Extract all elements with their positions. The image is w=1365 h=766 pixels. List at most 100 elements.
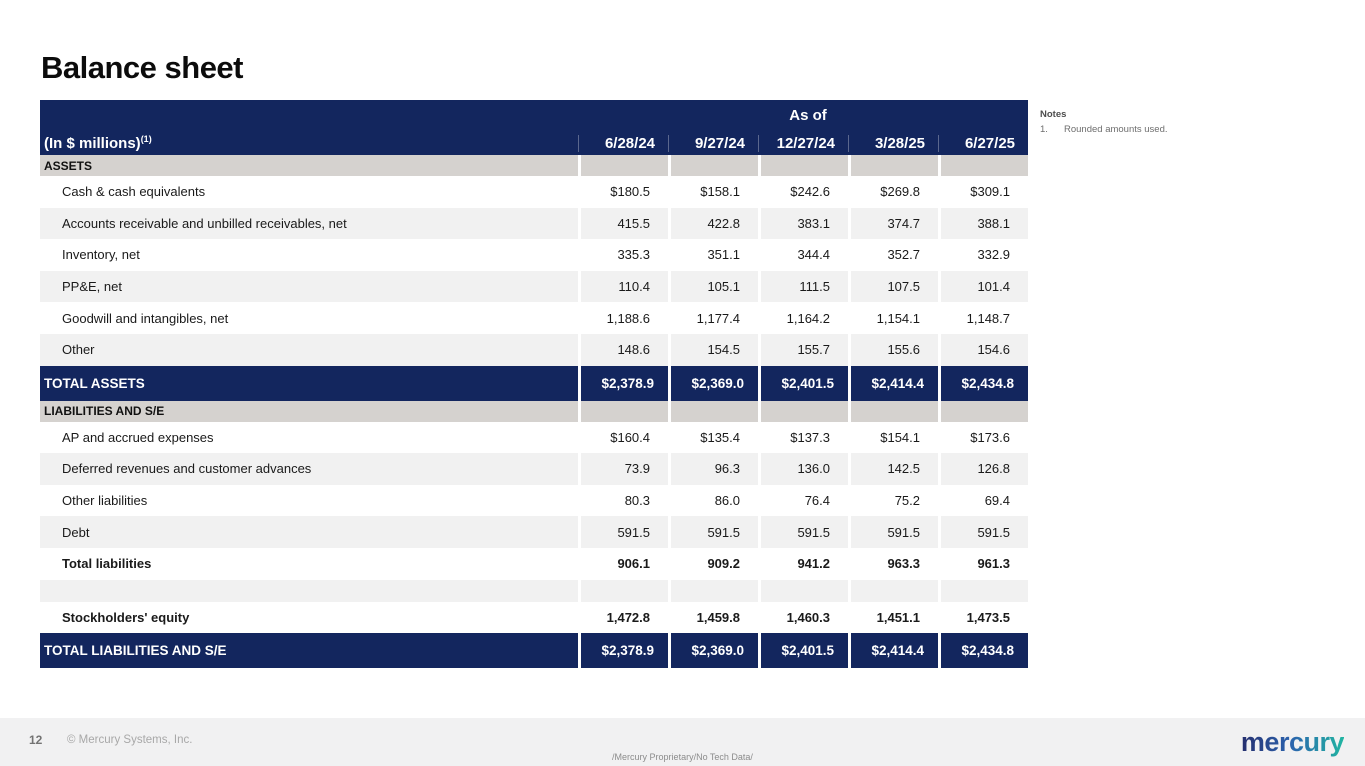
note-item: 1. Rounded amounts used.: [1040, 124, 1340, 135]
cell-value: $2,401.5: [758, 633, 848, 669]
cell-value: $137.3: [758, 421, 848, 454]
table-header: As of (In $ millions)(1) 6/28/24 9/27/24…: [40, 100, 1028, 155]
cell-value: [578, 400, 668, 422]
classification-text: /Mercury Proprietary/No Tech Data/: [612, 752, 753, 762]
cell-value: 80.3: [578, 484, 668, 517]
table-row: Accounts receivable and unbilled receiva…: [40, 207, 1028, 240]
cell-value: 155.6: [848, 333, 938, 366]
section-header-row: ASSETS: [40, 155, 1028, 176]
cell-value: [938, 155, 1028, 176]
row-label: Other liabilities: [62, 493, 148, 509]
note-number: 1.: [1040, 124, 1048, 135]
column-header-date: 6/27/25: [938, 135, 1028, 152]
cell-value: [578, 579, 668, 602]
table-row: Stockholders' equity 1,472.8 1,459.8 1,460.…: [40, 601, 1028, 634]
cell-value: 136.0: [758, 453, 848, 485]
cell-value: [668, 579, 758, 602]
cell-value: 107.5: [848, 270, 938, 303]
cell-value: 142.5: [848, 453, 938, 485]
cell-value: 963.3: [848, 547, 938, 580]
cell-value: 76.4: [758, 484, 848, 517]
cell-value: 335.3: [578, 239, 668, 271]
section-header-row: LIABILITIES AND S/E: [40, 400, 1028, 422]
cell-value: 591.5: [848, 516, 938, 548]
table-body: ASSETS Cash & cash equivalents $180.5 $158.…: [40, 155, 1028, 669]
cell-value: 110.4: [578, 270, 668, 303]
cell-value: 1,177.4: [668, 302, 758, 334]
row-label: Deferred revenues and customer advances: [40, 453, 578, 485]
cell-value: [848, 155, 938, 176]
cell-value: $2,434.8: [938, 633, 1028, 669]
table-row: Other 148.6 154.5 155.7 155.6 154.6: [40, 333, 1028, 366]
copyright-text: © Mercury Systems, Inc.: [67, 734, 193, 746]
cell-value: 101.4: [938, 270, 1028, 303]
cell-value: $2,414.4: [848, 365, 938, 401]
cell-value: [848, 579, 938, 602]
cell-value: 1,473.5: [938, 601, 1028, 634]
row-label: PP&E, net: [40, 270, 578, 303]
units-text: (In $ millions): [44, 135, 141, 152]
cell-value: 126.8: [938, 453, 1028, 485]
cell-value: 591.5: [938, 516, 1028, 548]
note-text: Rounded amounts used.: [1064, 124, 1168, 135]
column-header-date: 6/28/24: [578, 135, 668, 152]
cell-value: [938, 400, 1028, 422]
cell-value: 69.4: [938, 484, 1028, 517]
cell-value: $269.8: [848, 176, 938, 208]
cell-value: [758, 400, 848, 422]
notes-title: Notes: [1040, 109, 1067, 120]
cell-value: 332.9: [938, 239, 1028, 271]
cell-value: 111.5: [758, 270, 848, 303]
row-label: Inventory, net: [62, 247, 140, 263]
balance-sheet-table: As of (In $ millions)(1) 6/28/24 9/27/24…: [40, 100, 1028, 669]
cell-value: 86.0: [668, 484, 758, 517]
cell-value: [578, 155, 668, 176]
cell-value: 591.5: [578, 516, 668, 548]
table-header-row: (In $ millions)(1) 6/28/24 9/27/24 12/27…: [40, 134, 1028, 152]
cell-value: 1,188.6: [578, 302, 668, 334]
cell-value: 105.1: [668, 270, 758, 303]
cell-value: $2,369.0: [668, 365, 758, 401]
row-label: Other: [40, 333, 578, 366]
cell-value: 1,460.3: [758, 601, 848, 634]
table-row: Other liabilities 80.3 86.0 76.4 75.2 69.4: [40, 484, 1028, 517]
table-row: PP&E, net 110.4 105.1 111.5 107.5 101.4: [40, 270, 1028, 303]
cell-value: [668, 155, 758, 176]
cell-value: [848, 400, 938, 422]
cell-value: [758, 155, 848, 176]
cell-value: 941.2: [758, 547, 848, 580]
column-header-date: 12/27/24: [758, 135, 848, 152]
cell-value: 909.2: [668, 547, 758, 580]
row-label: TOTAL ASSETS: [40, 365, 578, 401]
cell-value: $2,434.8: [938, 365, 1028, 401]
cell-value: $2,378.9: [578, 365, 668, 401]
row-label: Accounts receivable and unbilled receiva…: [40, 207, 578, 240]
cell-value: $160.4: [578, 421, 668, 454]
cell-value: 1,164.2: [758, 302, 848, 334]
table-row: Cash & cash equivalents $180.5 $158.1 $242.…: [40, 176, 1028, 208]
cell-value: 344.4: [758, 239, 848, 271]
cell-value: 1,154.1: [848, 302, 938, 334]
cell-value: 1,451.1: [848, 601, 938, 634]
cell-value: $2,378.9: [578, 633, 668, 669]
page-number: 12: [29, 733, 43, 747]
cell-value: 1,472.8: [578, 601, 668, 634]
column-header-date: 9/27/24: [668, 135, 758, 152]
notes: Notes 1. Rounded amounts used.: [1040, 109, 1340, 135]
slide-footer: 12 © Mercury Systems, Inc. /Mercury Prop…: [0, 718, 1365, 766]
cell-value: 591.5: [758, 516, 848, 548]
units-note-ref: (1): [140, 134, 152, 144]
row-label: Total liabilities: [62, 556, 152, 572]
cell-value: 352.7: [848, 239, 938, 271]
row-label: Goodwill and intangibles, net: [62, 310, 229, 326]
total-row: TOTAL ASSETS $2,378.9 $2,369.0 $2,401.5 $2,4…: [40, 365, 1028, 401]
cell-value: [668, 400, 758, 422]
row-label: TOTAL LIABILITIES AND S/E: [40, 633, 578, 669]
cell-value: 388.1: [938, 207, 1028, 240]
cell-value: $173.6: [938, 421, 1028, 454]
spacer-row: [40, 579, 1028, 602]
row-label: Debt: [40, 516, 578, 548]
cell-value: 155.7: [758, 333, 848, 366]
row-label: ASSETS: [40, 155, 578, 176]
